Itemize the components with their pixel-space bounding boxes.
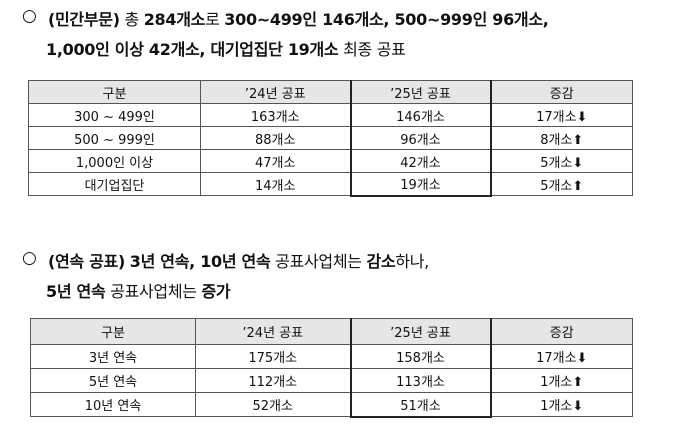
header-cell: ’24년 공표	[200, 80, 351, 104]
bold-text: 증가	[201, 282, 231, 301]
table-cell: 113개소	[349, 368, 492, 393]
header-cell: ’25년 공표	[349, 318, 492, 345]
bullet: ○	[22, 6, 37, 26]
table-cell: 42개소	[349, 149, 492, 173]
header-cell: 증감	[490, 318, 633, 345]
text-line: 5년 연속 공표사업체는 증가	[46, 278, 231, 302]
bold-text: (연속 공표)	[48, 252, 125, 271]
table-cell: 47개소	[200, 149, 351, 173]
table-cell: 19개소	[349, 172, 492, 197]
text: 최종 공표	[338, 40, 406, 59]
table-cell: 대기업집단	[28, 172, 201, 196]
table-cell: 146개소	[349, 103, 492, 127]
bold-text: (민간부문)	[48, 10, 120, 29]
text: 하나,	[395, 252, 429, 271]
text-line: (연속 공표) 3년 연속, 10년 연속 공표사업체는 감소하나,	[48, 248, 429, 272]
table-cell: 51개소	[349, 392, 492, 418]
bold-text: 284개소	[143, 10, 206, 29]
table-cell: 88개소	[200, 126, 351, 150]
table-row: 1,000인 이상 47개소 42개소 5개소⬇	[28, 149, 633, 173]
data-table: 구분 ’24년 공표 ’25년 공표 증감 3년 연속 175개소 158개소 17개소⬇ 5년…	[30, 318, 633, 418]
table-cell: 17개소⬇	[490, 103, 633, 127]
table-cell: 5개소⬆	[490, 172, 633, 196]
header-row: 구분 ’24년 공표 ’25년 공표 증감	[28, 80, 633, 104]
text: 공표사업체는	[270, 252, 367, 271]
header-cell: ’24년 공표	[195, 318, 351, 345]
table-row: 5년 연속 112개소 113개소 1개소⬆	[30, 368, 633, 393]
text: 총	[119, 10, 144, 29]
table-cell: 3년 연속	[30, 344, 196, 369]
text: 로	[205, 10, 225, 29]
bold-text: 5년 연속	[46, 282, 106, 301]
table-cell: 10년 연속	[30, 392, 196, 417]
table-cell: 52개소	[195, 392, 351, 417]
text: 공표사업체는	[105, 282, 202, 301]
bold-text: 3년 연속, 10년 연속	[129, 252, 271, 271]
header-cell: 구분	[28, 80, 201, 104]
table-cell: 500 ~ 999인	[28, 126, 201, 150]
table-row: 대기업집단 14개소 19개소 5개소⬆	[28, 172, 633, 197]
bold-text: 1,000인 이상 42개소, 대기업집단 19개소	[46, 40, 339, 59]
bullet: ○	[22, 248, 37, 268]
header-row: 구분 ’24년 공표 ’25년 공표 증감	[30, 318, 633, 345]
table-cell: 96개소	[349, 126, 492, 150]
table-cell: 5년 연속	[30, 368, 196, 393]
text-line: (민간부문) 총 284개소로 300~499인 146개소, 500~999인…	[48, 6, 549, 30]
table-cell: 300 ~ 499인	[28, 103, 201, 127]
table-row: 300 ~ 499인 163개소 146개소 17개소⬇	[28, 103, 633, 127]
table-cell: 1개소⬆	[490, 368, 633, 393]
table-cell: 112개소	[195, 368, 351, 393]
table-cell: 1,000인 이상	[28, 149, 201, 173]
header-cell: 구분	[30, 318, 196, 345]
table-cell: 175개소	[195, 344, 351, 369]
table-cell: 158개소	[349, 344, 492, 369]
table-cell: 8개소⬆	[490, 126, 633, 150]
table-row: 500 ~ 999인 88개소 96개소 8개소⬆	[28, 126, 633, 150]
table-cell: 14개소	[200, 172, 351, 196]
text-line: 1,000인 이상 42개소, 대기업집단 19개소 최종 공표	[46, 36, 406, 60]
table-row: 10년 연속 52개소 51개소 1개소⬇	[30, 392, 633, 418]
table-cell: 1개소⬇	[490, 392, 633, 417]
bold-text: 300~499인 146개소, 500~999인 96개소,	[224, 10, 549, 29]
header-cell: ’25년 공표	[349, 80, 492, 104]
table-cell: 163개소	[200, 103, 351, 127]
table-cell: 5개소⬇	[490, 149, 633, 173]
header-cell: 증감	[490, 80, 633, 104]
data-table: 구분 ’24년 공표 ’25년 공표 증감 300 ~ 499인 163개소 146개소 17…	[28, 80, 633, 197]
table-row: 3년 연속 175개소 158개소 17개소⬇	[30, 344, 633, 369]
bold-text: 감소	[366, 252, 396, 271]
table-cell: 17개소⬇	[490, 344, 633, 369]
